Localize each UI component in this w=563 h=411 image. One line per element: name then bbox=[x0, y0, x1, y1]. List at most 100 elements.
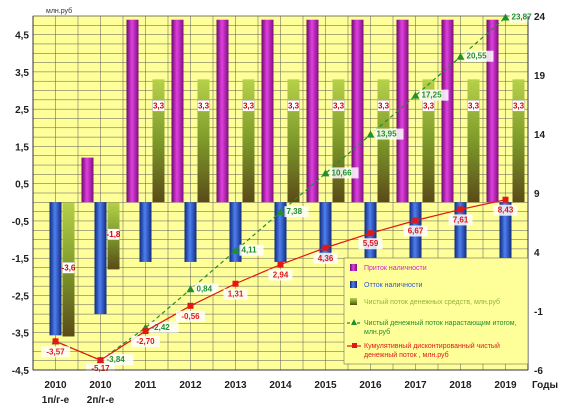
bar-inflow bbox=[171, 19, 184, 203]
x-tick-label: 2017 bbox=[404, 380, 427, 391]
y-tick-label: -4,5 bbox=[12, 366, 30, 377]
bar-outflow bbox=[274, 202, 287, 262]
discounted-data-label: -0,56 bbox=[181, 312, 200, 321]
y2-tick-label: 14 bbox=[534, 130, 546, 141]
bar-inflow bbox=[126, 19, 139, 203]
legend-label: Приток наличности bbox=[364, 265, 427, 272]
bar-data-label: 3,3 bbox=[288, 101, 300, 110]
bar-data-label: 3,3 bbox=[333, 101, 345, 110]
x-tick-label: 1п/г-е bbox=[42, 395, 70, 406]
discounted-data-label: 6,67 bbox=[408, 226, 424, 235]
bar-data-label: 3,3 bbox=[198, 101, 210, 110]
line-label-box bbox=[464, 50, 494, 62]
cumulative-data-label: 4,11 bbox=[242, 246, 258, 255]
y-tick-label: 3,5 bbox=[15, 68, 29, 79]
legend-label: млн.руб bbox=[364, 328, 390, 336]
y-tick-label: 4,5 bbox=[15, 31, 29, 42]
bar-inflow bbox=[81, 157, 94, 203]
line-label-box bbox=[194, 283, 219, 295]
x-tick-label: 2018 bbox=[449, 380, 472, 391]
line-label-box bbox=[239, 244, 264, 256]
discounted-point bbox=[97, 357, 104, 364]
cumulative-point bbox=[231, 246, 240, 254]
y-tick-label: -2,5 bbox=[12, 291, 30, 302]
cumulative-data-label: -3,84 bbox=[107, 355, 126, 364]
bar-data-label: -3,6 bbox=[62, 263, 76, 272]
bar-data-label: 3,3 bbox=[243, 101, 255, 110]
y-axis-label: млн.руб bbox=[46, 7, 72, 15]
discounted-point bbox=[322, 244, 329, 251]
bar-outflow bbox=[49, 202, 62, 336]
x-tick-label: 2012 bbox=[179, 380, 202, 391]
y2-tick-label: 9 bbox=[534, 189, 540, 200]
line-label-box bbox=[419, 89, 449, 101]
bar-net-flow bbox=[242, 79, 255, 203]
x-tick-label: 2015 bbox=[314, 380, 337, 391]
bar-outflow bbox=[184, 202, 197, 262]
bar-data-label-box bbox=[467, 100, 480, 112]
line-label-box bbox=[223, 288, 248, 300]
discounted-point bbox=[187, 302, 194, 309]
discounted-point bbox=[142, 328, 149, 335]
discounted-data-label: 5,59 bbox=[363, 239, 379, 248]
x-tick-label: 2010 bbox=[44, 380, 67, 391]
bar-data-label: 3,3 bbox=[378, 101, 390, 110]
bar-inflow bbox=[396, 19, 409, 203]
bar-inflow bbox=[441, 19, 454, 203]
bar-inflow bbox=[306, 19, 319, 203]
bar-data-label-box bbox=[287, 100, 300, 112]
y2-tick-label: 24 bbox=[534, 12, 546, 23]
legend-label: Чистый денежный поток нарастающим итогом… bbox=[364, 319, 517, 327]
bar-net-flow bbox=[377, 79, 390, 203]
bar-data-label-box bbox=[512, 100, 525, 112]
legend-marker bbox=[351, 319, 357, 325]
bar-data-label-box bbox=[242, 100, 255, 112]
legend-label: Чистый поток денежных средств, млн.руб bbox=[364, 298, 500, 306]
bar-net-flow bbox=[152, 79, 165, 203]
cumulative-point bbox=[366, 130, 375, 138]
axes: 4,5 3,5 2,5 1,5 0,5 -0,5 -1,5 -2,5 -3,5 -4,5 24 19 1… bbox=[12, 12, 546, 406]
bar-data-label: 3,3 bbox=[468, 101, 480, 110]
bar-data-label: 3,3 bbox=[423, 101, 435, 110]
legend: Приток наличности Отток наличности Чистый … bbox=[343, 257, 529, 365]
cumulative-point bbox=[186, 285, 195, 293]
bar-data-label-box bbox=[107, 228, 120, 241]
x-tick-label: 2013 bbox=[224, 380, 247, 391]
line-label-box bbox=[403, 225, 428, 237]
bar-net-flow bbox=[287, 79, 300, 203]
y-tick-label: 0,5 bbox=[15, 180, 29, 191]
line-label-box bbox=[131, 336, 160, 348]
discounted-data-label: 2,94 bbox=[273, 271, 289, 280]
bar-inflow bbox=[261, 19, 274, 203]
bar-data-label-box bbox=[62, 262, 75, 274]
cumulative-data-label: 23,87 bbox=[512, 13, 533, 22]
cumulative-point bbox=[321, 169, 330, 177]
discounted-point bbox=[52, 338, 59, 345]
discounted-point bbox=[412, 217, 419, 224]
cumulative-point bbox=[276, 208, 285, 216]
cumulative-data-label: 20,55 bbox=[467, 52, 488, 61]
bar-data-label-box bbox=[197, 100, 210, 112]
discounted-data-label: -3,57 bbox=[46, 347, 65, 356]
bar-data-label-box bbox=[332, 100, 345, 112]
bar-data-label-box bbox=[377, 100, 390, 112]
discounted-point bbox=[457, 206, 464, 213]
discounted-point bbox=[232, 280, 239, 287]
discounted-data-label: 8,43 bbox=[498, 206, 514, 215]
cumulative-point bbox=[411, 91, 420, 99]
discounted-data-label: -2,70 bbox=[136, 337, 155, 346]
y-tick-label: 1,5 bbox=[15, 142, 29, 153]
x-axis-label: Годы bbox=[532, 380, 558, 391]
bar-outflow bbox=[499, 202, 512, 262]
cumulative-data-label: 17,25 bbox=[422, 91, 443, 100]
line-label-box bbox=[509, 11, 539, 23]
bar-data-label: -1,8 bbox=[107, 230, 121, 239]
x-tick-label: 2п/г-е bbox=[87, 395, 115, 406]
line-label-box bbox=[493, 204, 518, 216]
cumulative-data-label: 10,66 bbox=[332, 168, 353, 177]
bar-outflow bbox=[229, 202, 242, 262]
bar-data-label: 3,3 bbox=[513, 101, 525, 110]
line-series: -3,84 -2,42 0,84 4,11 7,38 10,66 13,95 17,25 20,… bbox=[41, 11, 539, 375]
line-label-box bbox=[149, 321, 179, 333]
discounted-data-label: -5,17 bbox=[91, 364, 110, 373]
